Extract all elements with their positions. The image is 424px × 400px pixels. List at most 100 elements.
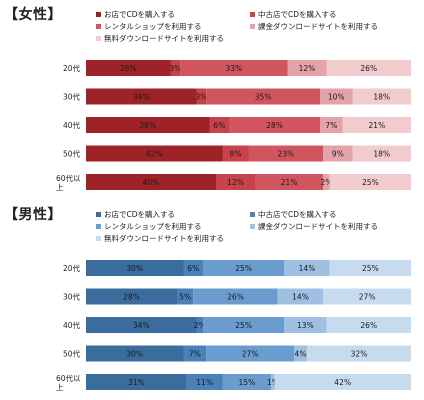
female-category-label: 20代 [63,63,81,73]
female-data-label: 23% [278,150,295,159]
male-data-label: 26% [227,293,244,302]
female-bar-segment [248,145,324,162]
male-category-label: 20代 [63,263,81,273]
male-data-label: 25% [235,264,252,273]
male-stacked-bar-chart: 20代 30% 6% 25% 14% 25% 30代 28% 5% 26% 14% 27% 40代 34%… [56,260,411,392]
male-bar-segment [294,345,307,362]
female-data-label: 6% [213,121,225,130]
male-bar-segment [86,317,197,333]
female-data-label: 21% [369,121,386,130]
female-data-label: 38% [139,121,156,130]
male-bar-segment [183,260,203,276]
legend-swatch [250,223,255,229]
legend-swatch [96,11,101,17]
female-bar-segment [287,60,327,76]
male-chart-title: 【男性】 [4,207,62,223]
male-bar-segment [177,288,194,305]
female-category-label: 50代 [63,149,81,159]
male-category-label: 40代 [63,320,81,330]
female-bar-segment [196,88,207,105]
male-data-label: 42% [334,378,351,387]
legend-swatch [250,23,255,29]
female-legend-item-4: 無料ダウンロードサイトを利用する [96,34,224,44]
female-bar-segment [326,60,411,76]
legend-label: 無料ダウンロードサイトを利用する [104,34,224,43]
female-data-label: 34% [133,93,150,102]
male-category-label: 60代以上 [56,373,81,392]
male-data-label: 28% [123,293,140,302]
female-bar-segment [209,117,229,133]
male-bar-segment [326,317,411,333]
female-bar-segment [342,117,411,133]
female-bar-segment [222,145,249,162]
male-data-label: 26% [360,321,377,330]
legend-swatch [96,23,101,29]
female-data-label: 18% [373,150,390,159]
male-data-label: 31% [128,378,145,387]
male-data-label: 15% [239,378,256,387]
legend-swatch [96,35,101,41]
male-bar-segment [203,317,285,333]
male-data-label: 14% [292,293,309,302]
male-data-label: 27% [242,350,259,359]
legend-label: お店でCDを購入する [104,210,176,219]
male-bar-segment [183,345,207,362]
male-data-label: 25% [362,264,379,273]
female-legend-item-0: お店でCDを購入する [96,10,175,20]
female-data-label: 12% [227,178,244,187]
male-bar-segment [86,260,184,276]
female-bar-segment [86,174,216,190]
female-bar-segment [323,145,353,162]
female-bar-segment [320,88,353,105]
male-data-label: 30% [126,350,143,359]
female-data-label: 40% [143,178,160,187]
male-legend-item-1: 中古店でCDを購入する [250,210,337,220]
female-data-label: 26% [360,64,377,73]
male-data-label: 2% [194,321,206,330]
legend-label: お店でCDを購入する [104,10,176,19]
male-chart-panel: 【男性】 お店でCDを購入する 中古店でCDを購入する レンタルショップを利用す… [0,204,424,400]
male-bar-segment [196,317,203,333]
male-bar-segment [86,345,184,362]
legend-swatch [96,235,101,241]
female-data-label: 42% [146,150,163,159]
male-data-label: 5% [179,293,191,302]
legend-swatch [250,211,255,217]
female-bar-segment [170,60,181,76]
female-bar-segment [329,174,411,190]
male-bar-segment [186,374,223,390]
female-data-label: 26% [120,64,137,73]
female-legend-item-3: 課金ダウンロードサイトを利用する [250,22,378,32]
female-category-label-line: 60代以 [56,173,81,183]
female-bar-segment [180,60,288,76]
female-data-label: 7% [325,121,337,130]
male-legend-item-0: お店でCDを購入する [96,210,175,220]
female-chart-panel: 【女性】 お店でCDを購入する 中古店でCDを購入する レンタルショップを利用す… [0,4,424,200]
male-bar-segment [329,260,411,276]
male-legend: お店でCDを購入する 中古店でCDを購入する レンタルショップを利用する 課金ダ… [0,204,424,248]
female-data-label: 12% [299,64,316,73]
female-bar-segment [323,174,330,190]
female-data-label: 33% [226,64,243,73]
legend-label: 中古店でCDを購入する [258,10,337,19]
female-bar-segment [86,60,171,76]
male-category-label-line: 60代以 [56,373,81,383]
female-data-label: 3% [169,64,181,73]
male-data-label: 1% [267,378,279,387]
female-chart-title: 【女性】 [4,7,62,23]
male-bar-segment [271,374,275,390]
female-data-label: 9% [332,150,344,159]
male-category-label: 30代 [63,292,81,302]
female-legend-item-1: 中古店でCDを購入する [250,10,337,20]
male-legend-item-2: レンタルショップを利用する [96,222,202,232]
female-category-label: 30代 [63,92,81,102]
female-category-label-line: 上 [56,183,64,192]
male-bar-segment [307,345,411,362]
male-bar-segment [277,288,324,305]
male-data-label: 6% [187,264,199,273]
female-bar-segment [255,174,324,190]
female-legend-item-2: レンタルショップを利用する [96,22,202,32]
legend-label: レンタルショップを利用する [104,222,202,231]
female-bar-segment [86,88,197,105]
male-bar-segment [323,288,411,305]
